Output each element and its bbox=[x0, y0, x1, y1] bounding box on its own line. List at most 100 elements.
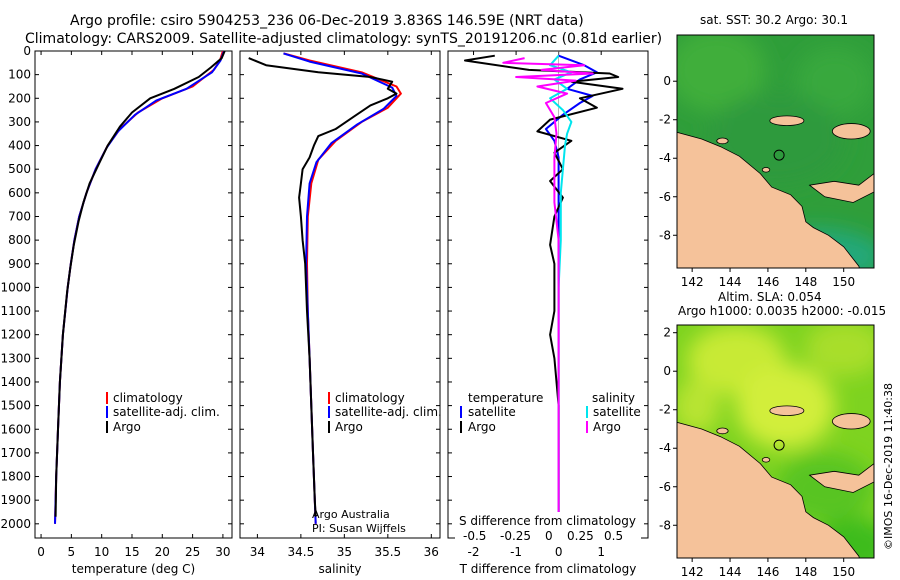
credit-line2: PI: Susan Wijffels bbox=[312, 522, 406, 535]
s-tick-label: -0.25 bbox=[500, 529, 531, 543]
difference-legend: temperature satellite Argo salinity sate… bbox=[455, 391, 641, 543]
x-tick-label: -2 bbox=[468, 545, 480, 559]
x-tick-label: 146 bbox=[756, 565, 779, 579]
y-tick-label: 200 bbox=[8, 91, 31, 105]
y-tick-label: -2 bbox=[659, 113, 671, 127]
island bbox=[761, 167, 771, 173]
series-line-s-argo bbox=[502, 57, 594, 512]
s-difference-label: S difference from climatology bbox=[459, 514, 636, 528]
series-line-argo bbox=[54, 51, 226, 517]
x-tick-label: 15 bbox=[124, 545, 139, 559]
x-axis-label: salinity bbox=[318, 562, 361, 576]
island bbox=[769, 405, 805, 416]
y-tick-label: -6 bbox=[659, 480, 671, 494]
x-tick-label: 150 bbox=[832, 275, 855, 289]
field-patch bbox=[677, 35, 766, 112]
y-tick-label: -6 bbox=[659, 190, 671, 204]
field-patch bbox=[677, 378, 721, 435]
y-tick-label: 0 bbox=[663, 364, 671, 378]
x-tick-label: 0 bbox=[37, 545, 45, 559]
y-tick-label: 1100 bbox=[0, 304, 31, 318]
plot-frame bbox=[34, 50, 233, 539]
salinity-panel: 34 34.5 35 35.5 36 salinity bbox=[239, 50, 441, 576]
x-tick-label: 150 bbox=[832, 565, 855, 579]
s-tick-label: -0.5 bbox=[463, 529, 486, 543]
x-tick-label: -1 bbox=[510, 545, 522, 559]
x-tick-label: 142 bbox=[681, 565, 704, 579]
series-line-argo bbox=[248, 57, 398, 517]
x-axis-label: temperature (deg C) bbox=[72, 562, 195, 576]
plot-frame bbox=[447, 50, 649, 539]
y-tick-label: 1700 bbox=[0, 446, 31, 460]
series-group bbox=[464, 54, 624, 524]
argo-position-marker bbox=[773, 149, 785, 161]
y-tick-label: 0 bbox=[23, 44, 31, 58]
legend-label-climatology: climatology bbox=[113, 391, 183, 405]
x-tick-label: 36 bbox=[424, 545, 439, 559]
legend-label-argo: Argo bbox=[335, 420, 363, 434]
s-tick-label: 0.5 bbox=[604, 529, 623, 543]
s-tick-label: 0 bbox=[545, 529, 553, 543]
x-tick-label: 146 bbox=[756, 275, 779, 289]
sst-map: 142 144 146 148 150 0 -2 -4 -6 -8 bbox=[659, 34, 875, 289]
y-tick-label: 500 bbox=[8, 162, 31, 176]
legend-label-argo: Argo bbox=[113, 420, 141, 434]
land-new-britain bbox=[808, 173, 874, 203]
sst-map-title: sat. SST: 30.2 Argo: 30.1 bbox=[700, 13, 848, 27]
field-patch bbox=[795, 46, 874, 117]
y-tick-label: -4 bbox=[659, 151, 671, 165]
legend-label-s-satellite: satellite bbox=[593, 405, 641, 419]
y-tick-label: 900 bbox=[8, 257, 31, 271]
sla-map: 142 144 146 148 150 2 0 -2 -4 -6 -8 bbox=[659, 324, 875, 579]
y-tick-label: 1200 bbox=[0, 328, 31, 342]
y-tick-label: 2 bbox=[663, 326, 671, 340]
legend-title-salinity: salinity bbox=[592, 391, 635, 405]
map-field bbox=[677, 325, 874, 558]
x-tick-label: 148 bbox=[794, 275, 817, 289]
salinity-legend: climatology satellite-adj. clim. Argo Ar… bbox=[312, 391, 442, 535]
x-tick-label: 30 bbox=[215, 545, 230, 559]
sla-map-title-line2: Argo h1000: 0.0035 h2000: -0.015 bbox=[678, 304, 886, 318]
y-tick-label: -2 bbox=[659, 403, 671, 417]
credit-line1: Argo Australia bbox=[312, 508, 390, 521]
imos-timestamp: ©IMOS 16-Dec-2019 11:40:38 bbox=[882, 383, 895, 550]
legend-label-t-satellite: satellite bbox=[468, 405, 516, 419]
x-tick-label: 144 bbox=[719, 275, 742, 289]
x-tick-label: 35.5 bbox=[374, 545, 401, 559]
y-tick-label: 1500 bbox=[0, 399, 31, 413]
temperature-panel: 0100200300400500600700800900100011001200… bbox=[0, 44, 233, 576]
y-tick-label: 300 bbox=[8, 115, 31, 129]
island bbox=[831, 123, 871, 140]
x-tick-label: 20 bbox=[155, 545, 170, 559]
legend-label-satellite: satellite-adj. clim. bbox=[113, 405, 220, 419]
s-tick-label: 0.25 bbox=[567, 529, 594, 543]
y-tick-label: 100 bbox=[8, 68, 31, 82]
island bbox=[761, 457, 771, 463]
y-tick-label: -4 bbox=[659, 441, 671, 455]
y-tick-label: -8 bbox=[659, 518, 671, 532]
argo-position-marker bbox=[773, 439, 785, 451]
y-tick-label: 700 bbox=[8, 209, 31, 223]
legend-label-t-argo: Argo bbox=[468, 420, 496, 434]
map-frame bbox=[676, 324, 875, 559]
sla-map-title-line1: Altim. SLA: 0.054 bbox=[718, 290, 822, 304]
map-field bbox=[677, 35, 874, 268]
y-tick-label: 400 bbox=[8, 139, 31, 153]
y-tick-label: -8 bbox=[659, 228, 671, 242]
plot-frame bbox=[239, 50, 441, 539]
legend-title-temperature: temperature bbox=[468, 391, 543, 405]
island bbox=[769, 115, 805, 126]
top-axis-background bbox=[455, 512, 641, 542]
x-tick-label: 34.5 bbox=[288, 545, 315, 559]
x-tick-label: 10 bbox=[94, 545, 109, 559]
land-new-guinea bbox=[677, 421, 860, 558]
temperature-legend: climatology satellite-adj. clim. Argo bbox=[106, 391, 220, 434]
island bbox=[716, 137, 729, 145]
y-tick-label: 1800 bbox=[0, 470, 31, 484]
y-tick-label: 1900 bbox=[0, 493, 31, 507]
figure-title-line1: Argo profile: csiro 5904253_236 06-Dec-2… bbox=[70, 13, 584, 29]
land-new-guinea bbox=[677, 131, 860, 268]
series-group bbox=[248, 52, 402, 524]
y-tick-label: 1400 bbox=[0, 375, 31, 389]
